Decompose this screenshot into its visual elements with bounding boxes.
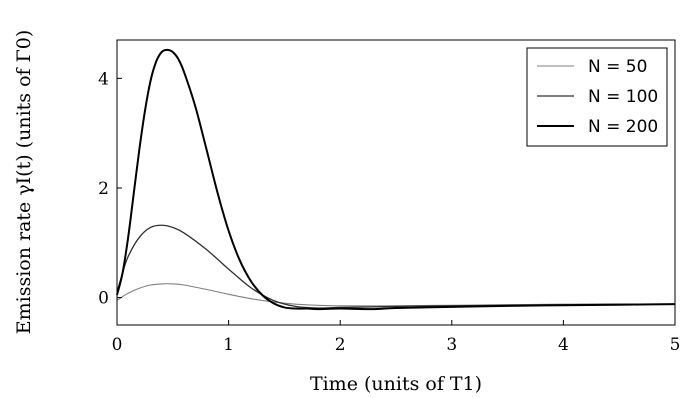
y-tick-label: 2 [98, 179, 109, 199]
legend-label-n50: N = 50 [588, 57, 647, 77]
series-lines [116, 48, 676, 311]
legend-box [526, 47, 668, 147]
x-tick-label: 1 [223, 335, 234, 355]
series-line-n100 [116, 224, 676, 309]
series-line-n50 [116, 283, 675, 307]
plot-frame [116, 39, 676, 326]
axis-ticks: 0 1 2 3 4 5 0 2 4 [98, 69, 680, 355]
y-tick-label: 4 [98, 69, 109, 89]
x-axis-label: Time (units of T1) [310, 373, 482, 395]
y-tick-label: 0 [98, 289, 109, 309]
legend-label-n100: N = 100 [588, 87, 658, 107]
y-axis-label: Emission rate γI(t) (units of Γ0) [13, 30, 35, 335]
series-line-n200 [116, 48, 676, 311]
legend: N = 50 N = 100 N = 200 [526, 47, 668, 147]
x-tick-label: 5 [670, 335, 681, 355]
x-tick-label: 0 [112, 335, 123, 355]
x-tick-label: 4 [558, 335, 569, 355]
legend-label-n200: N = 200 [588, 117, 658, 137]
x-tick-label: 3 [446, 335, 457, 355]
x-tick-label: 2 [335, 335, 346, 355]
